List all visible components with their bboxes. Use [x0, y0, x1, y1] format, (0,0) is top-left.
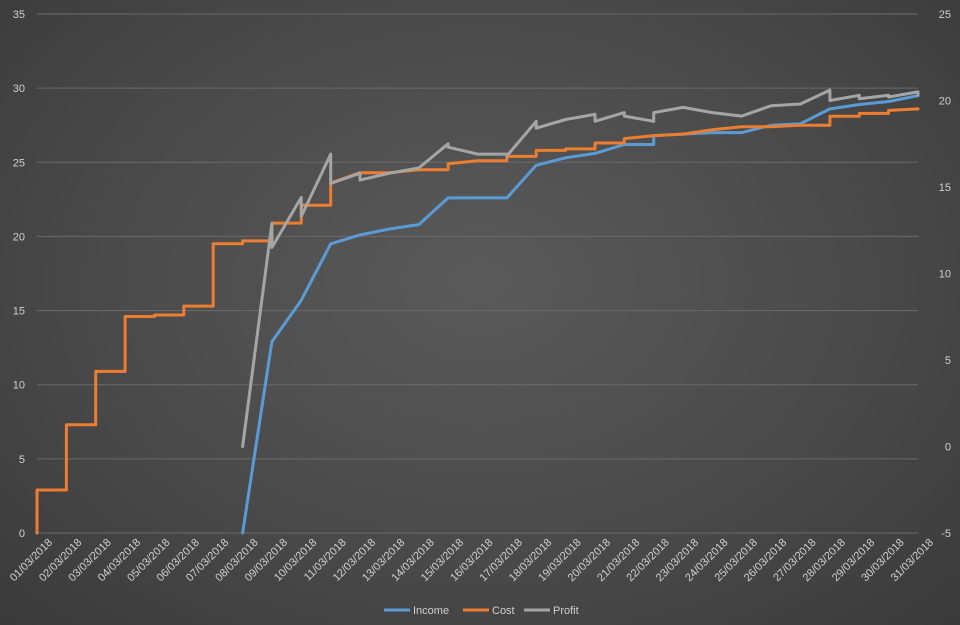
right-y-tick-label: 25: [939, 9, 951, 21]
legend: Income Cost Profit: [384, 605, 579, 617]
left-y-tick-label: 0: [19, 528, 25, 540]
right-y-tick-label: 10: [939, 269, 951, 281]
left-y-tick-label: 10: [13, 380, 25, 392]
legend-entry: Cost: [492, 605, 515, 617]
series-line-income: [241, 94, 920, 535]
right-y-tick-label: 0: [945, 442, 951, 454]
series-lines: [35, 88, 920, 535]
right-y-tick-label: 20: [939, 96, 951, 108]
left-y-tick-label: 20: [13, 231, 25, 243]
right-y-tick-label: -5: [941, 528, 951, 540]
x-axis: 01/03/201802/03/201803/03/201804/03/2018…: [8, 537, 936, 584]
left-y-tick-label: 30: [13, 83, 25, 95]
legend-entry: Income: [413, 605, 449, 617]
legend-entry: Profit: [553, 605, 579, 617]
right-y-tick-label: 15: [939, 182, 951, 194]
right-y-axis: -5 0 5 10 15 20 25: [939, 9, 951, 540]
left-y-tick-label: 15: [13, 306, 25, 318]
left-y-axis: 0 5 10 15 20 25 30 35: [13, 9, 25, 540]
right-y-tick-label: 5: [945, 355, 951, 367]
left-y-tick-label: 5: [19, 454, 25, 466]
left-y-tick-label: 35: [13, 9, 25, 21]
series-line-cost: [35, 107, 920, 535]
gridlines: [37, 13, 918, 534]
series-line-profit: [241, 88, 920, 448]
left-y-tick-label: 25: [13, 157, 25, 169]
